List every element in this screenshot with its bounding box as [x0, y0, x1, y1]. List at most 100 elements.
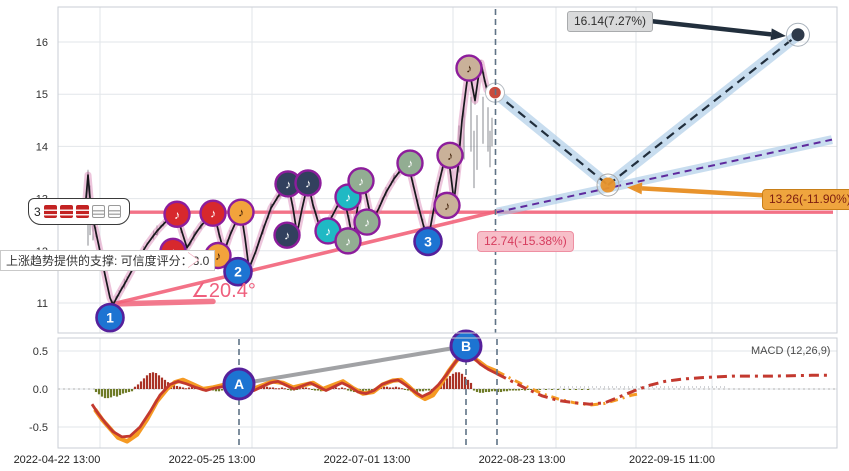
macd-histogram-bar	[307, 388, 311, 390]
macd-histogram-bar	[382, 386, 386, 389]
note-marker[interactable]: ♪	[396, 149, 424, 177]
macd-histogram-bar	[508, 389, 512, 391]
macd-histogram-bar	[361, 389, 365, 392]
y-axis-tick: 15	[36, 89, 48, 101]
macd-histogram-bar	[121, 389, 125, 394]
macd-histogram-bar	[298, 388, 302, 390]
macd-histogram-bar	[421, 389, 425, 392]
macd-line-forecast	[496, 372, 831, 406]
macd-histogram-bar	[406, 389, 410, 391]
target-up-point[interactable]	[791, 28, 805, 42]
macd-histogram-bar	[493, 389, 497, 392]
macd-histogram-bar	[367, 389, 371, 391]
music-note-icon: ♪	[285, 177, 291, 191]
note-marker[interactable]: ♪	[294, 169, 322, 197]
macd-histogram-bar	[568, 389, 572, 390]
note-marker[interactable]: ♪	[455, 54, 483, 82]
macd-histogram-bar	[538, 389, 542, 390]
wave-point-3[interactable]: 3	[413, 226, 443, 257]
macd-histogram-bar	[496, 389, 500, 393]
target-up-label[interactable]: 16.14(7.27%)	[567, 11, 654, 32]
wave-point-2[interactable]: 2	[223, 256, 253, 287]
macd-histogram-bar	[289, 389, 293, 391]
projection-up-line[interactable]	[607, 33, 799, 186]
macd-histogram-bar	[580, 389, 584, 390]
macd-point-A[interactable]: A	[222, 367, 256, 401]
macd-histogram-bar	[148, 373, 152, 389]
macd-histogram-bar	[478, 389, 482, 393]
note-marker[interactable]: ♪	[163, 200, 191, 228]
macd-histogram-bar	[157, 375, 161, 389]
macd-histogram-bar	[340, 387, 344, 389]
macd-histogram-bar	[535, 389, 539, 390]
macd-histogram-bar	[481, 389, 485, 393]
macd-point-B[interactable]: B	[449, 329, 483, 363]
support-tooltip-tail	[187, 252, 198, 268]
rating-icon-empty	[91, 205, 105, 218]
music-note-icon: ♪	[358, 174, 364, 188]
macd-histogram-bar	[220, 389, 224, 391]
forecast-line[interactable]	[496, 138, 833, 214]
macd-point-B-label: B	[461, 338, 471, 354]
macd-histogram-bar	[301, 387, 305, 389]
music-note-icon: ♪	[174, 208, 180, 222]
music-note-icon: ♪	[284, 229, 290, 243]
macd-histogram-bar	[172, 385, 176, 389]
rating-icon-empty	[107, 205, 121, 218]
macd-histogram-bar	[391, 387, 395, 389]
support-level-label[interactable]: 12.74(-15.38%)	[477, 231, 574, 252]
music-note-icon: ♪	[407, 157, 413, 171]
macd-histogram-bar	[550, 389, 554, 390]
macd-histogram-bar	[151, 372, 155, 389]
macd-histogram-bar	[265, 386, 269, 389]
confidence-rating-box[interactable]: 3	[28, 198, 130, 225]
note-marker[interactable]: ♪	[334, 227, 362, 255]
wave-point-1[interactable]: 1	[95, 302, 125, 333]
macd-histogram-bar	[469, 382, 473, 389]
macd-histogram-bar	[214, 389, 218, 392]
macd-histogram-bar	[511, 389, 515, 391]
macd-histogram-bar	[310, 389, 314, 390]
note-marker[interactable]: ♪	[199, 199, 227, 227]
macd-histogram-bar	[346, 389, 350, 391]
note-marker[interactable]: ♪	[433, 191, 461, 220]
note-marker[interactable]: ♪	[353, 208, 381, 236]
y-axis-tick: -0.5	[29, 422, 48, 434]
macd-histogram-bar	[562, 389, 566, 390]
macd-histogram-bar	[115, 389, 119, 397]
note-marker[interactable]: ♪	[273, 221, 301, 249]
uptrend-line[interactable]	[111, 208, 503, 306]
annotation-arrowhead	[627, 182, 643, 195]
macd-histogram-bar	[442, 381, 446, 389]
signal-line	[93, 352, 498, 444]
music-note-icon: ♪	[364, 216, 370, 230]
target-down-point[interactable]	[600, 177, 616, 193]
rating-icon-filled	[59, 205, 73, 218]
annotation-arrow	[649, 18, 772, 37]
macd-histogram-bar	[268, 387, 272, 389]
note-marker[interactable]: ♪	[227, 198, 255, 226]
macd-histogram-bar	[163, 379, 167, 389]
projection-down-line[interactable]	[494, 91, 609, 186]
macd-trend-line[interactable]	[238, 344, 467, 386]
macd-histogram-bar	[154, 373, 158, 389]
macd-histogram-bar	[526, 389, 530, 390]
macd-histogram-bar	[457, 372, 461, 389]
note-marker[interactable]: ♪	[347, 167, 375, 195]
note-marker[interactable]: ♪	[436, 141, 464, 169]
pivot-ring	[786, 22, 810, 47]
music-note-icon: ♪	[238, 206, 244, 220]
macd-histogram-bar	[520, 389, 524, 390]
macd-histogram-bar	[280, 387, 284, 389]
macd-histogram-bar	[544, 389, 548, 390]
macd-histogram-bar	[484, 389, 488, 393]
macd-histogram-bar	[454, 372, 458, 389]
macd-histogram-bar	[181, 387, 185, 389]
annotation-arrow	[641, 186, 778, 199]
macd-histogram-bar	[394, 386, 398, 389]
macd-histogram-bar	[133, 386, 137, 389]
macd-histogram-bar	[370, 389, 374, 390]
target-down-label[interactable]: 13.26(-11.90%)	[762, 189, 849, 210]
